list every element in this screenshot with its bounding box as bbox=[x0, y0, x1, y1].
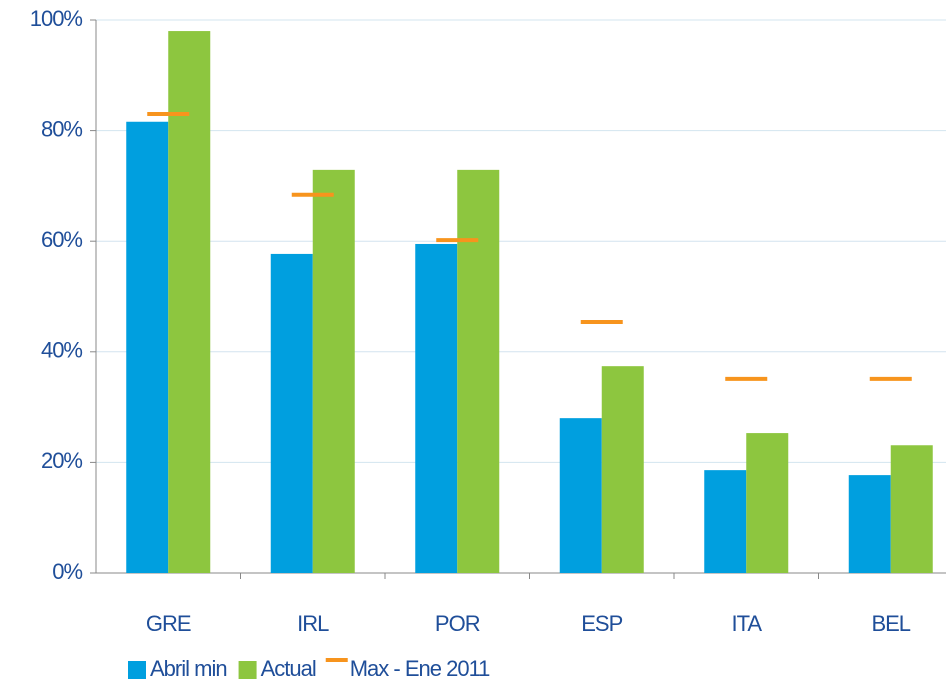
legend-label: Max - Ene 2011 bbox=[350, 656, 490, 681]
legend-label: Actual bbox=[261, 656, 316, 681]
y-tick-label: 0% bbox=[52, 559, 82, 584]
bar bbox=[848, 475, 891, 573]
legend-swatch bbox=[238, 661, 257, 679]
x-tick-label: GRE bbox=[146, 611, 191, 636]
bar bbox=[704, 470, 747, 573]
bar bbox=[415, 243, 458, 573]
bar bbox=[312, 169, 355, 573]
x-tick-label: ITA bbox=[731, 611, 762, 636]
x-tick-label: POR bbox=[435, 611, 480, 636]
legend-swatch bbox=[128, 661, 146, 679]
bar bbox=[126, 121, 169, 573]
legend-label: Abril min bbox=[150, 656, 227, 681]
y-tick-label: 60% bbox=[41, 227, 82, 252]
x-tick-label: ESP bbox=[581, 611, 622, 636]
bar bbox=[559, 418, 602, 573]
x-tick-label: BEL bbox=[871, 611, 910, 636]
bar bbox=[168, 31, 211, 574]
bar bbox=[270, 253, 313, 573]
y-tick-label: 100% bbox=[30, 6, 83, 31]
bar bbox=[457, 169, 500, 573]
y-tick-label: 20% bbox=[41, 448, 82, 473]
bar bbox=[746, 433, 789, 573]
y-tick-label: 80% bbox=[41, 116, 82, 141]
x-tick-label: IRL bbox=[297, 611, 329, 636]
bar bbox=[890, 445, 933, 573]
bar bbox=[601, 366, 644, 573]
y-tick-label: 40% bbox=[41, 338, 82, 363]
